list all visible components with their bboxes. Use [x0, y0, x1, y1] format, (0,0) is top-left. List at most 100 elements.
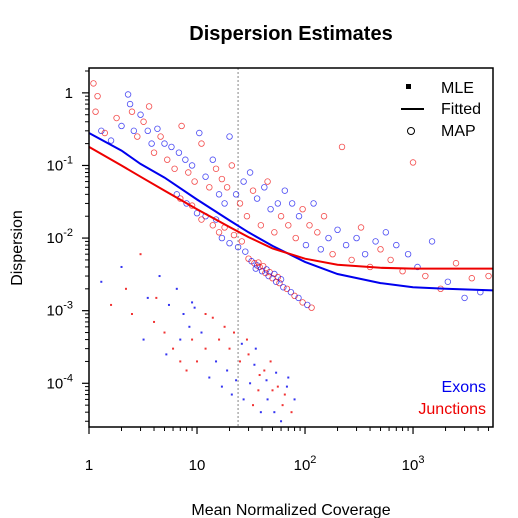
map-point [287, 288, 295, 296]
mle-point [269, 360, 272, 363]
map-point [387, 256, 394, 264]
mle-point [163, 331, 166, 334]
map-point [145, 103, 153, 110]
map-point [218, 234, 226, 242]
group-label-junctions: Junctions [418, 401, 486, 418]
map-point [246, 169, 254, 176]
mle-point [263, 369, 266, 372]
map-point [215, 229, 223, 236]
legend-label-map: MAP [441, 123, 476, 140]
mle-point [247, 353, 250, 356]
x-tick-label: 102 [294, 454, 317, 474]
map-point [377, 246, 384, 253]
map-point [130, 127, 138, 135]
mle-point [218, 338, 221, 341]
map-point [150, 149, 158, 156]
mle-point [258, 374, 261, 377]
map-point [228, 162, 236, 169]
map-point [140, 118, 147, 125]
map-point [182, 156, 189, 163]
mle-point [182, 313, 185, 316]
map-point [274, 200, 282, 207]
mle-point [281, 404, 284, 407]
map-point [215, 191, 223, 198]
mle-point [130, 313, 133, 316]
map-point [259, 262, 267, 270]
fitted-line-junctions [88, 146, 493, 270]
map-point [90, 80, 97, 87]
map-point [198, 140, 205, 147]
mle-point [146, 296, 149, 299]
map-point [226, 133, 233, 140]
mle-point [242, 398, 245, 401]
mle-point [293, 398, 296, 401]
mle-point [139, 253, 142, 256]
map-point [196, 129, 203, 137]
mle-point [271, 389, 274, 392]
x-axis-label: Mean Normalized Coverage [191, 502, 390, 518]
mle-point [283, 393, 286, 396]
map-point [128, 108, 136, 115]
map-point [232, 191, 240, 198]
map-point [295, 294, 302, 302]
mle-point [191, 301, 194, 304]
map-point [468, 275, 475, 282]
map-point [485, 272, 492, 280]
mle-point [124, 287, 127, 290]
mle-point [200, 331, 203, 334]
map-point [98, 127, 105, 135]
mle-point [196, 360, 199, 363]
map-point [299, 205, 306, 213]
mle-point [252, 404, 255, 407]
map-point [212, 165, 220, 172]
map-point [191, 178, 198, 185]
mle-point [290, 411, 293, 414]
map-point [148, 140, 155, 147]
mle-point [280, 420, 283, 423]
map-point [206, 184, 213, 191]
y-tick-label: 10-3 [47, 300, 73, 320]
map-point [124, 91, 132, 98]
map-point [357, 224, 365, 231]
map-point [422, 272, 429, 280]
map-point [292, 234, 299, 242]
mle-point [175, 287, 178, 290]
mle-point [188, 325, 191, 328]
map-point [154, 125, 161, 132]
mle-point [172, 347, 175, 350]
scatter-points [90, 68, 492, 427]
map-point [258, 267, 266, 275]
map-point [113, 114, 120, 122]
map-point [461, 294, 468, 302]
map-point [238, 238, 246, 245]
legend-mle-marker [406, 84, 411, 89]
map-point [236, 200, 244, 207]
map-point [243, 213, 251, 220]
map-point [361, 250, 369, 258]
map-point [302, 241, 310, 249]
map-point [320, 213, 328, 220]
map-point [202, 173, 209, 180]
map-point [314, 229, 321, 236]
map-point [325, 234, 332, 242]
map-point [249, 187, 257, 194]
y-tick-label: 10-4 [47, 372, 73, 392]
mle-point [240, 342, 243, 345]
mle-point [285, 385, 288, 388]
legend-label-mle: MLE [441, 80, 474, 97]
map-point [218, 175, 226, 183]
mle-point [191, 338, 194, 341]
x-tick-label: 1 [85, 457, 93, 474]
map-point [329, 250, 336, 258]
map-point [240, 178, 247, 185]
map-point [209, 156, 216, 163]
map-point [134, 133, 141, 140]
map-point [306, 222, 313, 229]
map-point [101, 129, 108, 137]
map-point [271, 229, 278, 236]
mle-point [238, 360, 241, 363]
map-point [452, 260, 460, 267]
legend-label-fitted: Fitted [441, 101, 481, 118]
map-point [382, 229, 390, 236]
map-point [265, 272, 272, 280]
